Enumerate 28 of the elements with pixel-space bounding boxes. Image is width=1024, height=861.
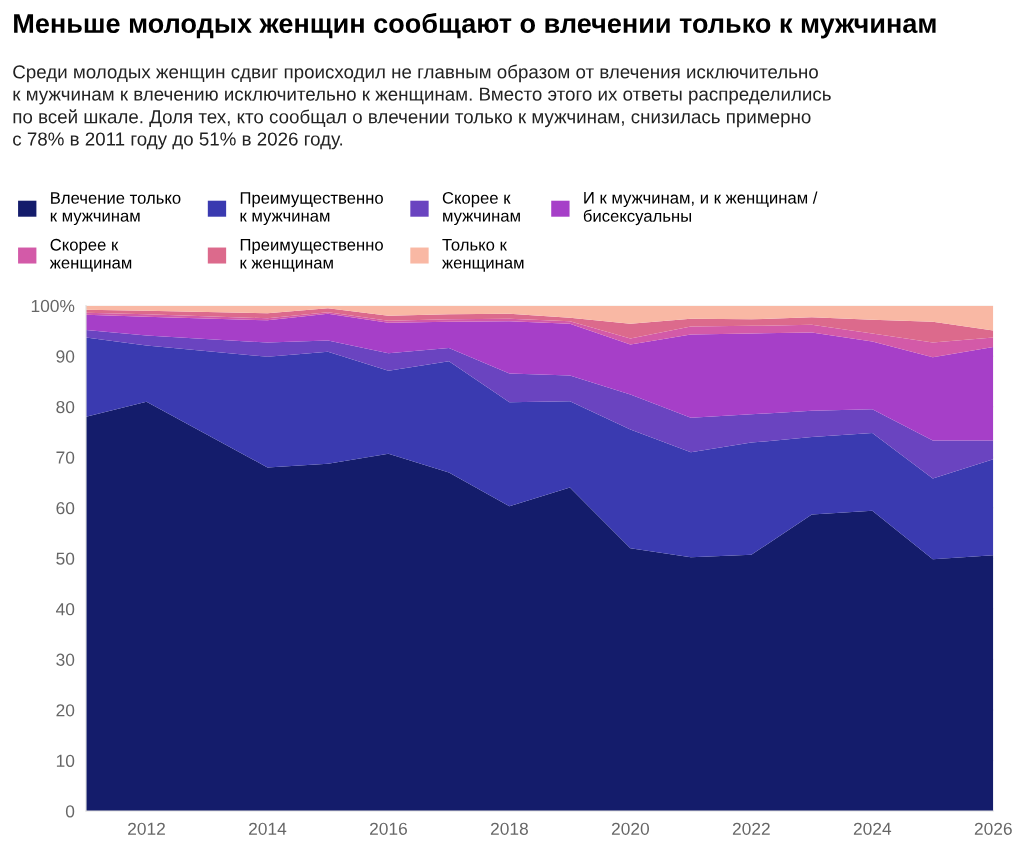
y-tick-label: 20	[56, 704, 75, 717]
legend-label: Скорее к мужчинам	[442, 192, 520, 226]
x-tick-label: 2014	[249, 822, 287, 835]
legend-label: И к мужчинам, и к женщинам / бисексуальны	[583, 191, 818, 226]
legend-label: Только к женщинам	[442, 239, 524, 272]
x-tick-label: 2016	[370, 822, 407, 835]
x-tick-label: 2012	[128, 822, 165, 835]
y-tick-label: 90	[56, 350, 75, 363]
chart-subtitle: Среди молодых женщин сдвиг происходил не главным образом от влечения исключительно к мужчинам к влечению исключительно к женщинам. Вместо этого их ответы распределились по всей шкале. Доля тех, кто сообщал о влечении только к мужчинам, снизилась примерно с 78% в 2011 году до 51% в 2026 году.	[13, 64, 831, 150]
x-tick-label: 2020	[611, 822, 650, 835]
x-tick-label: 2024	[853, 822, 892, 835]
y-tick-label: 80	[56, 400, 75, 414]
y-tick-label: 60	[56, 501, 75, 515]
y-tick-label: 50	[56, 552, 75, 565]
legend-label: Преимущественно к женщинам	[240, 239, 383, 272]
x-tick-label: 2018	[490, 822, 528, 835]
y-tick-label: 40	[55, 603, 75, 616]
chart-title: Меньше молодых женщин сообщают о влечении только к мужчинам	[14, 12, 936, 39]
legend-label: Преимущественно к мужчинам	[240, 192, 383, 226]
y-tick-label: 0	[65, 805, 75, 818]
x-tick-label: 2026	[974, 822, 1012, 835]
x-tick-label: 2022	[732, 822, 770, 835]
legend-label: Скорее к женщинам	[49, 238, 132, 272]
y-tick-label: 10	[56, 754, 75, 767]
legend-label: Влечение только к мужчинам	[50, 192, 181, 226]
y-tick-label: 30	[56, 653, 75, 666]
y-tick-label: 70	[56, 451, 75, 464]
y-tick-label: 100%	[31, 299, 75, 313]
